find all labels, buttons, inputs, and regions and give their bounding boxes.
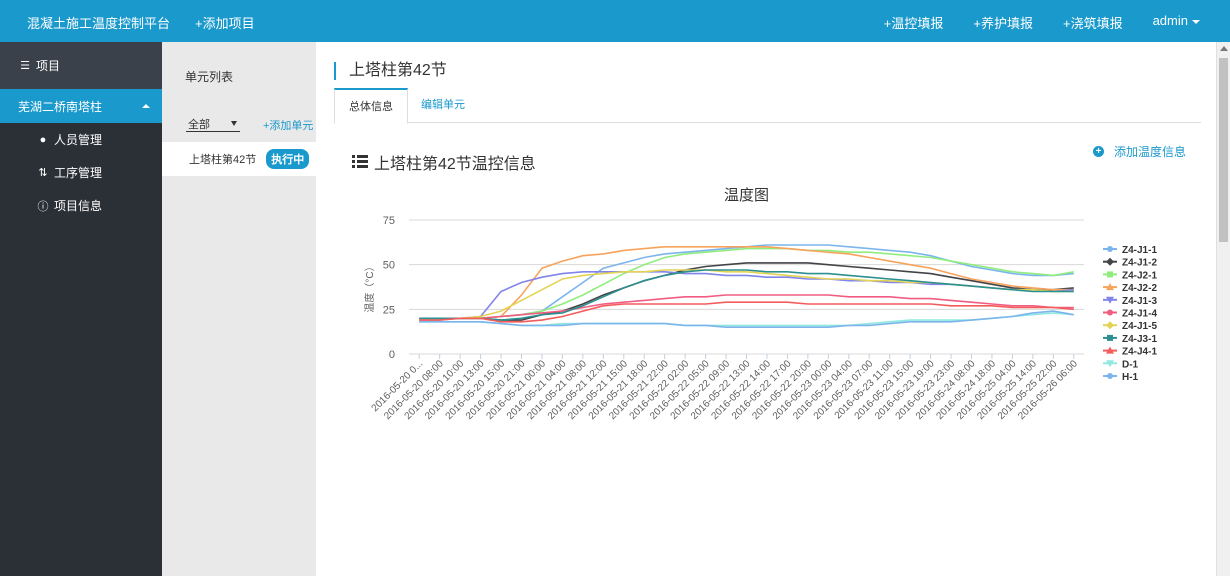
scrollbar-thumb[interactable]	[1219, 58, 1228, 242]
legend-marker	[1106, 360, 1114, 368]
top-right-links: +温控填报 +养护填报 +浇筑填报 admin	[884, 13, 1200, 32]
page-scrollbar[interactable]	[1216, 42, 1230, 576]
series-line-z4-j4-1	[419, 301, 1074, 323]
add-unit-link[interactable]: +添加单元	[263, 120, 314, 132]
legend-marker	[1107, 309, 1113, 316]
legend-label: Z4-J4-1	[1122, 347, 1157, 358]
unit-list-item[interactable]: 上塔柱第42节 执行中	[162, 142, 316, 176]
series-line-z4-j1-2	[419, 262, 1074, 321]
legend-marker	[1106, 296, 1114, 304]
y-tick-label: 50	[383, 260, 395, 272]
user-menu[interactable]: admin	[1153, 13, 1200, 32]
legend-label: Z4-J2-1	[1122, 270, 1157, 281]
legend-label: H-1	[1122, 372, 1139, 383]
section-title: 上塔柱第42节温控信息	[352, 150, 536, 174]
legend-label: Z4-J1-4	[1122, 309, 1157, 320]
brand-title[interactable]: 混凝土施工温度控制平台	[27, 16, 171, 31]
temperature-chart: 温度图 0 25 50 75 温度（°C） 2016-05-20 0... 2016-05-2…	[316, 42, 1216, 576]
section-title-text: 上塔柱第42节温控信息	[374, 156, 536, 173]
sidebar-item-projects[interactable]: ☰ 项目	[0, 42, 162, 89]
unit-filter-value: 全部	[188, 118, 210, 131]
plus-circle-icon: +	[1093, 146, 1104, 157]
status-badge: 执行中	[266, 149, 310, 169]
sidebar-item-label: 项目	[36, 59, 61, 73]
legend-marker	[1107, 334, 1113, 341]
unit-filter-select[interactable]: 全部	[186, 116, 240, 132]
legend-marker	[1107, 246, 1113, 252]
page-title: 上塔柱第42节	[334, 62, 447, 80]
sidebar-item-personnel[interactable]: ● 人员管理	[0, 123, 162, 156]
legend-marker	[1107, 271, 1113, 278]
top-navbar: 混凝土施工温度控制平台 +添加项目 +温控填报 +养护填报 +浇筑填报 admi…	[0, 0, 1230, 42]
chevron-down-icon	[1192, 19, 1200, 24]
y-tick-label: 25	[383, 304, 395, 316]
y-axis-label: 温度（°C）	[363, 261, 376, 312]
sidebar-item-process[interactable]: ⇅ 工序管理	[0, 156, 162, 189]
sidebar-item-project-info[interactable]: ⓘ 项目信息	[0, 189, 162, 222]
sort-icon: ⇅	[38, 167, 48, 179]
legend-label: D-1	[1122, 359, 1139, 370]
legend-label: Z4-J1-2	[1122, 258, 1157, 269]
y-tick-label: 0	[389, 349, 395, 361]
list-icon: ☰	[20, 60, 30, 72]
unit-name: 上塔柱第42节	[189, 154, 257, 166]
curing-report-link[interactable]: +养护填报	[973, 16, 1033, 31]
sidebar-item-label: 人员管理	[54, 133, 103, 147]
legend-marker	[1106, 257, 1114, 266]
legend-label: Z4-J1-1	[1122, 245, 1157, 256]
unit-list-title: 单元列表	[185, 70, 234, 84]
series-line-h-1	[419, 310, 1074, 329]
series-line-z4-j3-1	[419, 269, 1074, 321]
scroll-up-icon[interactable]	[1220, 46, 1228, 51]
sidebar-item-label: 项目信息	[54, 199, 103, 213]
info-icon: ⓘ	[37, 200, 49, 213]
legend-marker	[1106, 346, 1114, 354]
legend-marker	[1107, 373, 1113, 379]
sidebar-project-label: 芜湖二桥南塔柱	[18, 99, 103, 114]
add-temperature-link[interactable]: + 添加温度信息	[1093, 143, 1186, 160]
sidebar-item-label: 工序管理	[54, 166, 103, 180]
legend-label: Z4-J1-3	[1122, 296, 1157, 307]
legend-label: Z4-J3-1	[1122, 334, 1157, 345]
pouring-report-link[interactable]: +浇筑填报	[1062, 16, 1123, 31]
user-name: admin	[1152, 13, 1188, 28]
temp-report-link[interactable]: +温控填报	[883, 16, 944, 31]
legend-marker	[1106, 283, 1114, 291]
caret-down-icon	[231, 121, 237, 126]
series-line-z4-j2-2	[419, 246, 1074, 320]
unit-list-panel: 单元列表 全部 +添加单元 上塔柱第42节 执行中	[162, 42, 316, 576]
chevron-up-icon	[142, 104, 150, 108]
add-project-link[interactable]: +添加项目	[195, 16, 255, 31]
y-tick-label: 75	[383, 215, 395, 227]
series-line-z4-j1-5	[419, 269, 1074, 320]
user-icon: ●	[39, 133, 47, 146]
list-icon	[352, 155, 368, 169]
tab-edit-unit[interactable]: 编辑单元	[421, 99, 465, 111]
add-temperature-label: 添加温度信息	[1114, 145, 1187, 159]
sidebar-item-project[interactable]: 芜湖二桥南塔柱	[0, 89, 162, 123]
main-content: 上塔柱第42节 总体信息 编辑单元 上塔柱第42节温控信息 + 添加温度信息 温…	[316, 42, 1216, 576]
legend-marker	[1106, 321, 1114, 330]
sidebar: ☰ 项目 芜湖二桥南塔柱 ● 人员管理 ⇅ 工序管理 ⓘ 项目信息	[0, 42, 162, 576]
legend-label: Z4-J2-2	[1122, 283, 1157, 294]
series-line-z4-j1-4	[419, 294, 1074, 320]
tab-overview[interactable]: 总体信息	[334, 88, 408, 124]
chart-title: 温度图	[724, 187, 769, 204]
tab-bar: 总体信息 编辑单元	[334, 88, 1201, 124]
legend-label: Z4-J1-5	[1122, 321, 1157, 332]
